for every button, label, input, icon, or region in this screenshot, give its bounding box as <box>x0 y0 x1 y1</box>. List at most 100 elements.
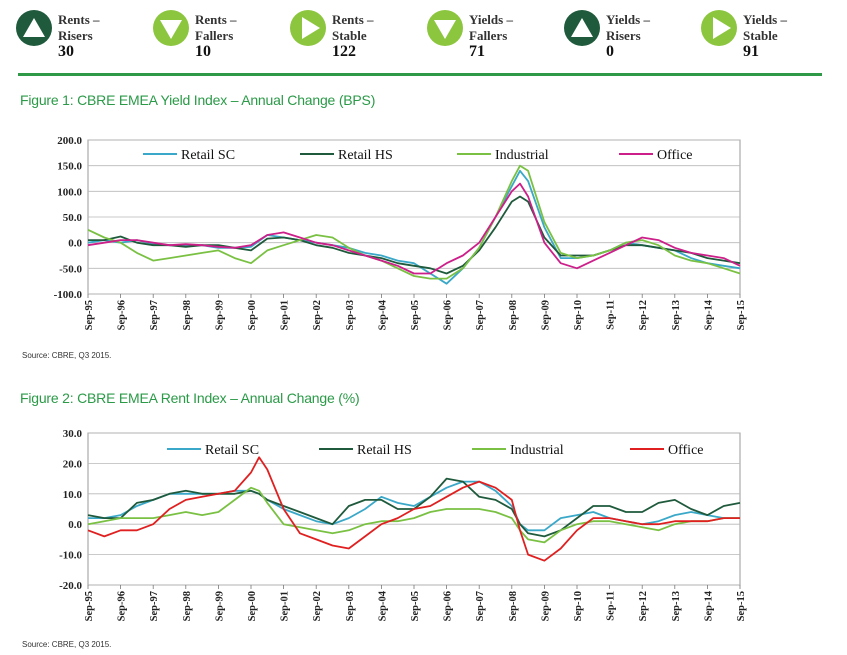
x-tick-label: Sep-96 <box>117 591 128 621</box>
y-tick-label: 30.0 <box>63 428 83 440</box>
x-tick-label: Sep-07 <box>475 591 486 621</box>
series-line-retail-hs <box>88 195 741 275</box>
triangle-right-icon <box>701 10 737 46</box>
y-tick-label: 200.0 <box>57 135 82 147</box>
figure-2-title: Figure 2: CBRE EMEA Rent Index – Annual … <box>20 390 360 406</box>
x-tick-label: Sep-00 <box>247 300 258 330</box>
triangle-down-icon <box>153 10 189 46</box>
triangle-up-icon <box>16 10 52 46</box>
y-tick-label: 0.0 <box>68 238 82 250</box>
series-line-retail-sc <box>87 169 741 285</box>
x-tick-label: Sep-12 <box>638 300 649 330</box>
stat-value: 30 <box>58 43 74 60</box>
x-tick-label: Sep-05 <box>410 591 421 621</box>
legend-label: Retail HS <box>357 443 412 458</box>
x-tick-label: Sep-14 <box>703 590 714 621</box>
y-tick-label: 150.0 <box>57 161 82 173</box>
x-tick-label: Sep-08 <box>508 300 519 330</box>
legend-label: Retail SC <box>205 443 259 458</box>
stat-label-line2: Stable <box>743 28 778 43</box>
x-tick-label: Sep-04 <box>377 299 388 330</box>
y-tick-label: 50.0 <box>63 212 83 224</box>
stat-label-line2: Fallers <box>469 28 508 43</box>
x-tick-label: Sep-02 <box>312 300 323 330</box>
x-tick-label: Sep-15 <box>736 591 747 621</box>
figure-2-source: Source: CBRE, Q3 2015. <box>22 640 112 649</box>
stat-4: Yields – Fallers 71 <box>427 8 562 68</box>
x-tick-label: Sep-06 <box>443 300 454 330</box>
x-tick-label: Sep-03 <box>345 300 356 330</box>
legend-label: Retail HS <box>338 148 393 163</box>
x-tick-label: Sep-97 <box>149 591 160 621</box>
stat-1: Rents – Risers 30 <box>16 8 151 68</box>
x-tick-label: Sep-09 <box>540 591 551 621</box>
figure-1-title: Figure 1: CBRE EMEA Yield Index – Annual… <box>20 92 376 108</box>
stat-6: Yields – Stable 91 <box>701 8 836 68</box>
stat-3: Rents – Stable 122 <box>290 8 425 68</box>
stat-value: 122 <box>332 43 356 60</box>
x-tick-label: Sep-97 <box>149 300 160 330</box>
x-tick-label: Sep-11 <box>606 591 617 621</box>
x-tick-label: Sep-01 <box>280 300 291 330</box>
x-tick-label: Sep-10 <box>573 300 584 330</box>
x-tick-label: Sep-15 <box>736 300 747 330</box>
y-tick-label: 100.0 <box>57 186 82 198</box>
legend-label: Office <box>657 148 693 163</box>
series-line-industrial <box>87 164 741 280</box>
y-tick-label: 0.0 <box>68 519 82 531</box>
stat-label-line2: Stable <box>332 28 367 43</box>
triangle-up-icon <box>564 10 600 46</box>
x-tick-label: Sep-05 <box>410 300 421 330</box>
x-tick-label: Sep-98 <box>182 591 193 621</box>
stat-label-line1: Rents – <box>332 12 374 27</box>
y-tick-label: 20.0 <box>63 458 83 470</box>
divider-rule <box>18 73 822 76</box>
x-tick-label: Sep-04 <box>377 590 388 621</box>
x-tick-label: Sep-01 <box>280 591 291 621</box>
stat-5: Yields – Risers 0 <box>564 8 699 68</box>
series-line-office <box>87 182 741 275</box>
stat-label-line1: Rents – <box>195 12 237 27</box>
series-line-office <box>87 456 740 562</box>
x-tick-label: Sep-10 <box>573 591 584 621</box>
legend-label: Office <box>668 443 704 458</box>
legend-label: Industrial <box>510 443 564 458</box>
stat-label-line1: Yields – <box>743 12 787 27</box>
legend-label: Industrial <box>495 148 549 163</box>
series-line-industrial <box>87 486 740 544</box>
summary-stats: Rents – Risers 30 Rents – Fallers 10 Rents – St… <box>16 8 826 72</box>
series-line-retail-sc <box>88 480 740 532</box>
x-tick-label: Sep-14 <box>703 299 714 330</box>
y-tick-label: 10.0 <box>63 489 83 501</box>
x-tick-label: Sep-98 <box>182 300 193 330</box>
x-tick-label: Sep-12 <box>638 591 649 621</box>
x-tick-label: Sep-95 <box>84 300 95 330</box>
x-tick-label: Sep-00 <box>247 591 258 621</box>
x-tick-label: Sep-95 <box>84 591 95 621</box>
stat-label-line2: Fallers <box>195 28 234 43</box>
legend-label: Retail SC <box>181 148 235 163</box>
stat-label-line1: Rents – <box>58 12 100 27</box>
x-tick-label: Sep-08 <box>508 591 519 621</box>
y-tick-label: -20.0 <box>59 580 82 592</box>
triangle-down-icon <box>427 10 463 46</box>
stat-label-line1: Yields – <box>469 12 513 27</box>
stat-label-line2: Risers <box>58 28 93 43</box>
x-tick-label: Sep-11 <box>606 300 617 330</box>
stat-value: 10 <box>195 43 211 60</box>
x-tick-label: Sep-02 <box>312 591 323 621</box>
x-tick-label: Sep-99 <box>214 591 225 621</box>
x-tick-label: Sep-03 <box>345 591 356 621</box>
x-tick-label: Sep-99 <box>214 300 225 330</box>
y-tick-label: -100.0 <box>54 289 83 301</box>
stat-value: 91 <box>743 43 759 60</box>
stat-value: 71 <box>469 43 485 60</box>
figure-1-source: Source: CBRE, Q3 2015. <box>22 351 112 360</box>
y-tick-label: -10.0 <box>59 550 82 562</box>
y-tick-label: -50.0 <box>59 263 82 275</box>
triangle-right-icon <box>290 10 326 46</box>
x-tick-label: Sep-09 <box>540 300 551 330</box>
stat-label-line2: Risers <box>606 28 641 43</box>
stat-2: Rents – Fallers 10 <box>153 8 288 68</box>
